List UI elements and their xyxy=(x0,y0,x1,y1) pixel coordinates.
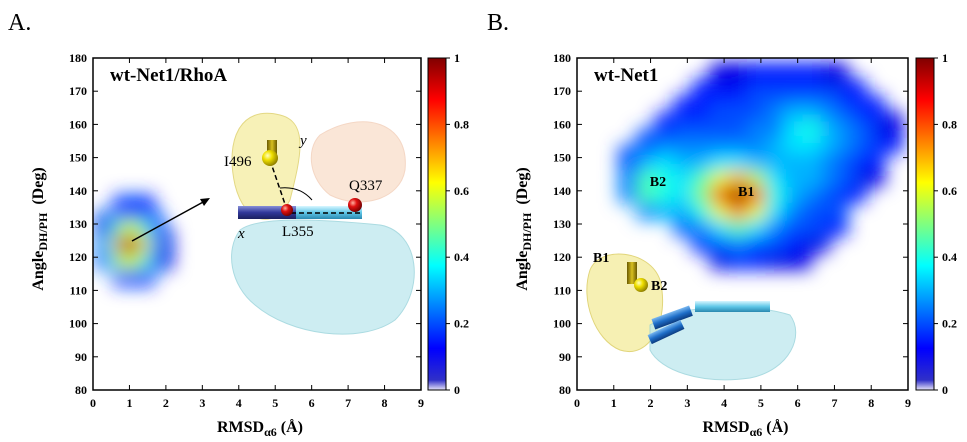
x-tick-label: 1 xyxy=(611,396,617,410)
helix-cylinder xyxy=(695,301,770,312)
x-label-sub: α6 xyxy=(750,425,763,439)
atom xyxy=(281,204,293,216)
x-label-text: RMSD xyxy=(702,419,749,436)
x-tick-label: 5 xyxy=(272,396,278,410)
colorbar xyxy=(428,58,446,390)
annotation: L355 xyxy=(282,224,314,240)
y-label-text: Angle xyxy=(30,251,47,291)
x-tick-label: 0 xyxy=(90,396,96,410)
x-tick-label: 1 xyxy=(126,396,132,410)
arrow-head xyxy=(200,198,210,206)
y-tick-label: 130 xyxy=(553,217,571,231)
x-tick-label: 8 xyxy=(868,396,874,410)
annotation: x xyxy=(237,226,245,242)
figure: 0123456789809010011012013014015016017018… xyxy=(0,0,967,442)
x-tick-label: 4 xyxy=(236,396,242,410)
y-tick-label: 80 xyxy=(559,383,571,397)
y-tick-label: 120 xyxy=(69,250,87,264)
y-tick-label: 80 xyxy=(75,383,87,397)
x-tick-label: 2 xyxy=(163,396,169,410)
x-axis-label: RMSDα6(Å) xyxy=(702,418,788,439)
colorbar-tick-label: 0.6 xyxy=(454,184,469,198)
heatmap xyxy=(618,62,903,270)
protein-domain xyxy=(232,220,415,334)
colorbar-tick-label: 1 xyxy=(942,51,948,65)
panel-a: 0 1 2 3 4 5 6 7 8 9 80 90 100 110 120 130 140 150 160 170 18… xyxy=(8,10,469,439)
x-tick-label: 0 xyxy=(574,396,580,410)
y-tick-label: 170 xyxy=(69,84,87,98)
y-label-sub: DH/PH xyxy=(520,212,534,251)
x-axis-label: RMSDα6 (Å) xyxy=(217,418,303,439)
y-label-sub: DH/PH xyxy=(36,212,50,251)
y-tick-label: 140 xyxy=(553,184,571,198)
colorbar-tick-label: 0 xyxy=(942,383,948,397)
annotation: I496 xyxy=(224,154,252,170)
y-tick-label: 140 xyxy=(69,184,87,198)
x-label-text: RMSD xyxy=(217,419,264,436)
y-tick-label: 180 xyxy=(553,51,571,65)
x-label-unit: (Å) xyxy=(766,418,788,436)
density xyxy=(618,62,903,270)
y-tick-label: 180 xyxy=(69,51,87,65)
annotation: Q337 xyxy=(349,178,383,194)
annotation: y xyxy=(298,133,307,149)
y-tick-label: 170 xyxy=(553,84,571,98)
atom xyxy=(348,198,362,212)
x-tick-label: 8 xyxy=(382,396,388,410)
y-tick-label: 110 xyxy=(70,283,87,297)
x-tick-label: 9 xyxy=(905,396,911,410)
x-tick-label: 6 xyxy=(309,396,315,410)
chart-title: wt-Net1/RhoA xyxy=(110,65,227,86)
x-tick-label: 6 xyxy=(795,396,801,410)
x-tick-label: 3 xyxy=(684,396,690,410)
annotation: B1 xyxy=(593,251,609,266)
colorbar-tick-label: 0.4 xyxy=(454,250,469,264)
atom xyxy=(634,278,648,292)
x-tick-label: 5 xyxy=(758,396,764,410)
x-tick-label: 9 xyxy=(418,396,424,410)
y-tick-label: 150 xyxy=(553,151,571,165)
y-label-text: Angle xyxy=(514,251,531,291)
x-tick-label: 7 xyxy=(831,396,837,410)
x-tick-label: 2 xyxy=(648,396,654,410)
y-tick-label: 90 xyxy=(75,350,87,364)
heat-cell xyxy=(141,195,155,220)
y-tick-label: 110 xyxy=(554,283,571,297)
colorbar-tick-label: 0.4 xyxy=(942,250,957,264)
colorbar-tick-label: 1 xyxy=(454,51,460,65)
annotation: B2 xyxy=(651,279,667,294)
y-tick-label: 120 xyxy=(553,250,571,264)
heat-cell xyxy=(821,62,849,87)
y-axis-label: AngleDH/PH (Deg) xyxy=(30,167,50,290)
colorbar-tick-label: 0.8 xyxy=(942,117,957,131)
y-tick-label: 100 xyxy=(553,317,571,331)
y-tick-label: 100 xyxy=(69,317,87,331)
colorbar-tick-label: 0.6 xyxy=(942,184,957,198)
colorbar-tick-label: 0.2 xyxy=(454,317,469,331)
colorbar xyxy=(916,58,934,390)
colorbar-tick-label: 0.8 xyxy=(454,117,469,131)
y-tick-label: 90 xyxy=(559,350,571,364)
y-tick-label: 160 xyxy=(69,117,87,131)
x-label-unit: (Å) xyxy=(281,418,303,436)
y-axis-label: AngleDH/PH (Deg) xyxy=(514,167,534,290)
colorbar-tick-label: 0.2 xyxy=(942,317,957,331)
colorbar-tick-label: 0 xyxy=(454,383,460,397)
y-tick-label: 130 xyxy=(69,217,87,231)
panel-label: B. xyxy=(487,10,509,36)
atom xyxy=(262,150,278,166)
chart-title: wt-Net1 xyxy=(594,65,658,86)
panel-label: A. xyxy=(8,10,31,36)
x-tick-label: 4 xyxy=(721,396,727,410)
annotation: B1 xyxy=(738,185,754,200)
y-tick-label: 160 xyxy=(553,117,571,131)
x-tick-label: 7 xyxy=(345,396,351,410)
y-label-unit: (Deg) xyxy=(514,167,531,204)
x-tick-label: 3 xyxy=(199,396,205,410)
y-tick-label: 150 xyxy=(69,151,87,165)
annotation: B2 xyxy=(650,175,666,190)
x-label-sub: α6 xyxy=(264,425,277,439)
panel-b: 0 1 2 3 4 5 6 7 8 9 80 90 100 110 120 130 140 150 160 170 18… xyxy=(487,10,957,439)
y-label-unit: (Deg) xyxy=(30,167,47,204)
